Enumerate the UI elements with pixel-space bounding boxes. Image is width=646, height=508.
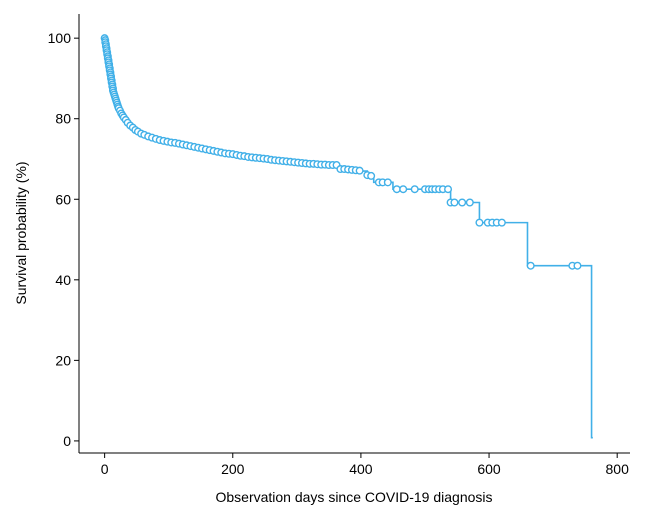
y-tick-label: 0 (63, 433, 71, 449)
censor-mark (383, 178, 392, 187)
x-tick-label: 600 (477, 461, 501, 477)
censor-mark (410, 185, 419, 194)
x-axis-title: Observation days since COVID-19 diagnosi… (215, 489, 492, 505)
plot-area: 0 20 40 60 80 100 0 200 400 600 800 (48, 14, 630, 477)
censor-mark (392, 185, 401, 194)
censor-mark (399, 185, 408, 194)
censor-mark (497, 218, 506, 227)
y-tick-label: 40 (55, 272, 71, 288)
y-tick-label: 20 (55, 352, 71, 368)
y-axis-title: Survival probability (%) (13, 161, 29, 304)
censor-mark (475, 218, 484, 227)
censored-marks (100, 34, 582, 270)
y-tick-label: 100 (48, 30, 72, 46)
survival-step-line (104, 37, 593, 439)
censor-mark (450, 198, 459, 207)
censor-mark (573, 261, 582, 270)
x-tick-label: 400 (349, 461, 373, 477)
x-axis-ticks: 0 200 400 600 800 (101, 453, 629, 477)
y-axis-ticks: 0 20 40 60 80 100 (48, 30, 79, 449)
y-tick-label: 80 (55, 111, 71, 127)
censor-mark (367, 171, 376, 180)
censor-mark (444, 185, 453, 194)
censor-mark (526, 261, 535, 270)
x-tick-label: 800 (606, 461, 630, 477)
censor-mark (465, 198, 474, 207)
censor-mark (355, 166, 364, 175)
x-tick-label: 0 (101, 461, 109, 477)
x-tick-label: 200 (221, 461, 245, 477)
censor-mark (458, 198, 467, 207)
y-tick-label: 60 (55, 191, 71, 207)
